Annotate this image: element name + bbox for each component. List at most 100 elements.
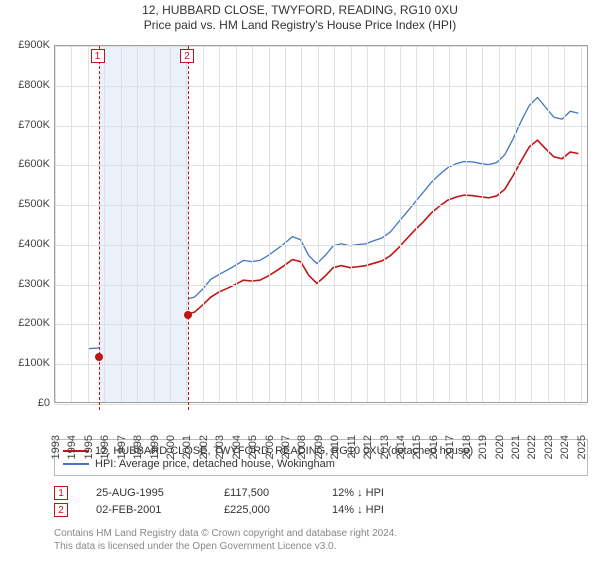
x-tick-label: 2017 (444, 435, 456, 459)
plot-area (54, 45, 588, 403)
y-tick-label: £600K (2, 158, 50, 170)
gridline-v (548, 46, 549, 402)
gridline-h (55, 46, 587, 47)
event-price: £225,000 (224, 504, 304, 516)
shade-band (99, 46, 189, 402)
legend-swatch (63, 463, 89, 465)
x-tick-label: 2010 (329, 435, 341, 459)
gridline-v (367, 46, 368, 402)
gridline-h (55, 86, 587, 87)
x-tick-label: 2025 (576, 435, 588, 459)
x-tick-label: 1996 (99, 435, 111, 459)
gridline-v (236, 46, 237, 402)
event-marker-box: 1 (91, 49, 105, 63)
event-row: 202-FEB-2001£225,00014% ↓ HPI (54, 503, 384, 517)
gridline-h (55, 324, 587, 325)
event-delta: 12% ↓ HPI (332, 487, 384, 499)
gridline-v (55, 46, 56, 402)
x-tick-label: 2007 (280, 435, 292, 459)
x-tick-label: 2021 (510, 435, 522, 459)
event-line (188, 46, 189, 410)
gridline-h (55, 165, 587, 166)
x-tick-label: 1993 (50, 435, 62, 459)
x-tick-label: 1997 (116, 435, 128, 459)
event-number-box: 1 (54, 486, 68, 500)
footer-note: Contains HM Land Registry data © Crown c… (54, 527, 397, 553)
x-tick-label: 2001 (181, 435, 193, 459)
y-tick-label: £0 (2, 397, 50, 409)
x-tick-label: 2000 (165, 435, 177, 459)
x-tick-label: 1999 (149, 435, 161, 459)
events-table: 125-AUG-1995£117,50012% ↓ HPI202-FEB-200… (54, 483, 384, 520)
x-tick-label: 2014 (395, 435, 407, 459)
gridline-h (55, 364, 587, 365)
sale-marker (95, 353, 103, 361)
gridline-v (466, 46, 467, 402)
gridline-v (416, 46, 417, 402)
gridline-v (351, 46, 352, 402)
y-tick-label: £500K (2, 198, 50, 210)
x-tick-label: 2011 (346, 435, 358, 459)
y-tick-label: £200K (2, 317, 50, 329)
x-tick-label: 2008 (296, 435, 308, 459)
footer-line2: This data is licensed under the Open Gov… (54, 540, 397, 553)
gridline-h (55, 205, 587, 206)
gridline-h (55, 126, 587, 127)
x-tick-label: 2019 (477, 435, 489, 459)
x-tick-label: 2003 (214, 435, 226, 459)
gridline-v (449, 46, 450, 402)
gridline-v (154, 46, 155, 402)
gridline-v (121, 46, 122, 402)
chart-container: 12, HUBBARD CLOSE, TWYFORD, READING, RG1… (0, 3, 600, 563)
x-tick-label: 2015 (411, 435, 423, 459)
gridline-v (318, 46, 319, 402)
event-row: 1 25-AUG-1995 £117,500 12% ↓ HPI (54, 486, 384, 500)
event-number-box: 2 (54, 503, 68, 517)
gridline-v (104, 46, 105, 402)
x-tick-label: 2020 (494, 435, 506, 459)
event-marker-box: 2 (180, 49, 194, 63)
gridline-v (301, 46, 302, 402)
sale-marker (184, 311, 192, 319)
x-tick-label: 2004 (231, 435, 243, 459)
gridline-h (55, 245, 587, 246)
y-tick-label: £900K (2, 39, 50, 51)
x-tick-label: 2024 (559, 435, 571, 459)
y-tick-label: £400K (2, 238, 50, 250)
gridline-h (55, 285, 587, 286)
y-tick-label: £100K (2, 357, 50, 369)
gridline-v (433, 46, 434, 402)
legend-label: HPI: Average price, detached house, Woki… (95, 458, 335, 470)
gridline-v (88, 46, 89, 402)
x-tick-label: 2005 (247, 435, 259, 459)
gridline-v (71, 46, 72, 402)
gridline-v (499, 46, 500, 402)
gridline-v (400, 46, 401, 402)
x-tick-label: 2013 (379, 435, 391, 459)
gridline-v (269, 46, 270, 402)
gridline-v (581, 46, 582, 402)
x-tick-label: 1994 (66, 435, 78, 459)
gridline-v (252, 46, 253, 402)
x-tick-label: 1995 (83, 435, 95, 459)
event-delta: 14% ↓ HPI (332, 504, 384, 516)
chart-title-line1: 12, HUBBARD CLOSE, TWYFORD, READING, RG1… (0, 3, 600, 17)
gridline-v (334, 46, 335, 402)
gridline-v (482, 46, 483, 402)
x-tick-label: 2009 (313, 435, 325, 459)
x-tick-label: 2022 (526, 435, 538, 459)
footer-line1: Contains HM Land Registry data © Crown c… (54, 527, 397, 540)
x-tick-label: 2023 (543, 435, 555, 459)
gridline-v (203, 46, 204, 402)
event-date: 25-AUG-1995 (96, 487, 196, 499)
y-tick-label: £700K (2, 119, 50, 131)
gridline-h (55, 404, 587, 405)
gridline-v (219, 46, 220, 402)
y-tick-label: £800K (2, 79, 50, 91)
x-tick-label: 2016 (428, 435, 440, 459)
gridline-v (531, 46, 532, 402)
gridline-v (515, 46, 516, 402)
gridline-v (564, 46, 565, 402)
x-tick-label: 2006 (264, 435, 276, 459)
event-price: £117,500 (224, 487, 304, 499)
